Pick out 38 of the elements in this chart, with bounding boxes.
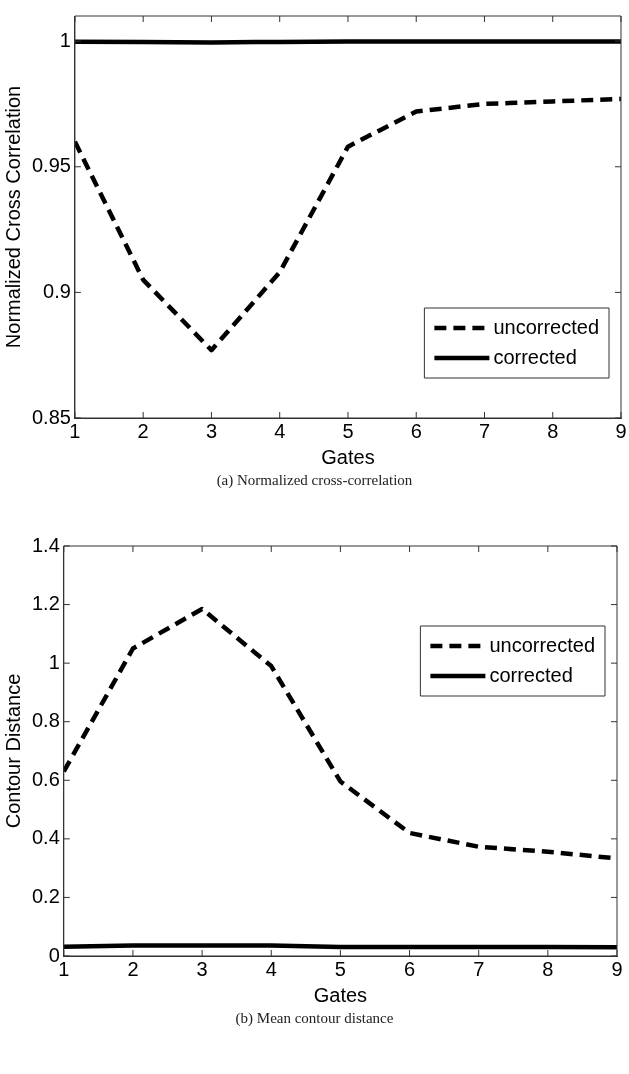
- x-axis-title: Gates: [313, 983, 368, 1006]
- y-tick-label: 0.6: [31, 767, 60, 790]
- x-tick-label: 4: [274, 419, 286, 442]
- x-tick-label: 3: [196, 957, 208, 980]
- x-tick-label: 5: [342, 419, 354, 442]
- y-tick-label: 0.8: [31, 709, 60, 732]
- x-tick-label: 7: [478, 419, 491, 442]
- y-tick-label: 0.85: [31, 405, 71, 428]
- y-tick-label: 0: [48, 943, 60, 966]
- x-tick-label: 7: [473, 957, 485, 980]
- x-tick-label: 9: [615, 419, 627, 442]
- legend-label: uncorrected: [489, 633, 596, 656]
- y-tick-label: 1: [48, 650, 60, 673]
- x-tick-label: 8: [542, 957, 554, 980]
- y-tick-label: 0.9: [43, 279, 71, 302]
- x-tick-label: 8: [547, 419, 559, 442]
- legend-label: corrected: [493, 345, 577, 368]
- y-tick-label: 0.95: [31, 154, 71, 177]
- x-tick-label: 2: [127, 957, 139, 980]
- x-tick-label: 2: [137, 419, 149, 442]
- text: (b) Mean contour distance: [234, 1009, 395, 1028]
- y-axis-title: Normalized Cross Correlation: [1, 85, 24, 349]
- x-tick-label: 4: [265, 957, 277, 980]
- x-tick-label: 6: [410, 419, 422, 442]
- y-tick-label: 1.2: [31, 592, 60, 615]
- x-tick-label: 6: [403, 957, 416, 980]
- x-axis-title: Gates: [321, 445, 375, 468]
- y-tick-label: 1: [59, 28, 71, 51]
- y-tick-label: 1.4: [31, 533, 60, 556]
- y-tick-label: 0.2: [31, 884, 60, 907]
- x-tick-label: 5: [334, 957, 346, 980]
- x-tick-label: 3: [205, 419, 218, 442]
- y-axis-title: Contour Distance: [1, 673, 24, 829]
- y-tick-label: 0.4: [31, 826, 60, 849]
- text: (a) Normalized cross-correlation: [215, 471, 414, 490]
- legend-label: corrected: [489, 663, 573, 686]
- legend-label: uncorrected: [493, 315, 600, 338]
- x-tick-label: 9: [611, 957, 623, 980]
